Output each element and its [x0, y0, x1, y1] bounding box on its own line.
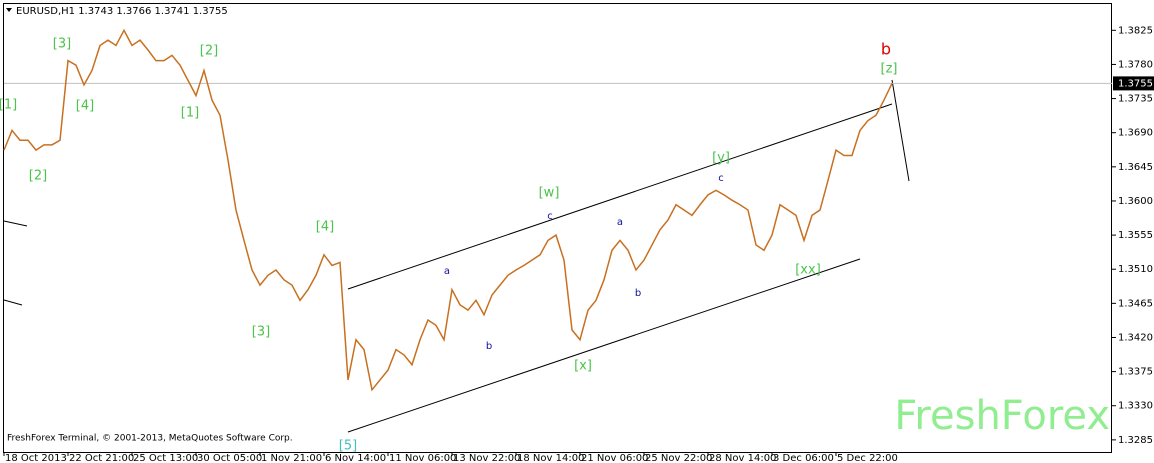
x-tick-label: 11 Nov 06:00 [389, 453, 456, 463]
x-tick-label: 3 Dec 06:00 [773, 453, 834, 463]
wave-label: [2] [200, 44, 218, 59]
x-tick-label: 1 Nov 21:00 [261, 453, 322, 463]
x-tick-label: 6 Nov 14:00 [325, 453, 386, 463]
x-tick-label: 5 Dec 22:00 [837, 453, 898, 463]
wave-label: [4] [316, 220, 334, 235]
wave-label: [5] [339, 439, 357, 454]
y-tick-label: 1.3465 [1118, 298, 1153, 309]
wave-label: a [444, 266, 450, 277]
x-tick-label: 28 Nov 14:00 [709, 453, 776, 463]
wave-label: [y] [712, 151, 730, 166]
channel-upper [347, 103, 893, 290]
x-tick-label: 25 Oct 13:00 [133, 453, 198, 463]
wave-label: [2] [29, 169, 47, 184]
y-tick-label: 1.3690 [1118, 128, 1153, 139]
y-tick-label: 1.3510 [1118, 264, 1153, 275]
watermark: FreshForex [894, 393, 1110, 439]
trend-line [3, 299, 23, 306]
copyright: FreshForex Terminal, © 2001-2013, MetaQu… [7, 434, 293, 444]
price-box [1113, 76, 1154, 91]
x-tick-label: 21 Nov 06:00 [581, 453, 648, 463]
price-label: 1.3755 [1118, 78, 1153, 89]
plot-frame [3, 3, 1112, 453]
y-tick-label: 1.3555 [1118, 230, 1153, 241]
x-tick-label: 18 Oct 2013 [5, 453, 67, 463]
wave-label: b [635, 288, 641, 299]
y-tick-label: 1.3735 [1118, 94, 1153, 105]
y-tick-label: 1.3285 [1118, 435, 1153, 446]
wave-label: c [718, 173, 724, 184]
y-tick-label: 1.3375 [1118, 367, 1153, 378]
x-tick-label: 18 Nov 14:00 [517, 453, 584, 463]
channel [3, 79, 910, 433]
x-tick-label: 25 Nov 22:00 [645, 453, 712, 463]
wave-label: [3] [252, 325, 270, 340]
menu-arrow[interactable] [6, 8, 12, 12]
y-tick-label: 1.3780 [1118, 59, 1153, 70]
wave-label: [1] [0, 98, 17, 113]
y-tick-label: 1.3600 [1118, 196, 1153, 207]
wave-label: [x] [574, 359, 592, 374]
wave-label: c [547, 211, 553, 222]
wave-label: [3] [53, 37, 71, 52]
wave-label: [z] [881, 62, 898, 77]
wave-label: [4] [76, 99, 94, 114]
price-line-series [3, 28, 893, 392]
y-tick-label: 1.3645 [1118, 162, 1153, 173]
y-tick-label: 1.3825 [1118, 25, 1153, 36]
wave-label: b [881, 40, 891, 59]
x-tick-label: 30 Oct 05:00 [197, 453, 262, 463]
x-tick-label: 13 Nov 22:00 [453, 453, 520, 463]
wave-label: [xx] [795, 263, 821, 278]
wave-label: a [617, 217, 623, 228]
x-tick-label: 22 Oct 21:00 [69, 453, 134, 463]
wave-label: [w] [539, 186, 560, 201]
wave-label: b [486, 341, 492, 352]
channel-lower [347, 258, 861, 433]
projection-line [891, 79, 910, 182]
trend-line [3, 220, 28, 227]
wave-label: [1] [181, 106, 199, 121]
chart-title: EURUSD,H1 1.3743 1.3766 1.3741 1.3755 [16, 6, 228, 17]
y-tick-label: 1.3420 [1118, 332, 1153, 343]
y-tick-label: 1.3330 [1118, 401, 1153, 412]
